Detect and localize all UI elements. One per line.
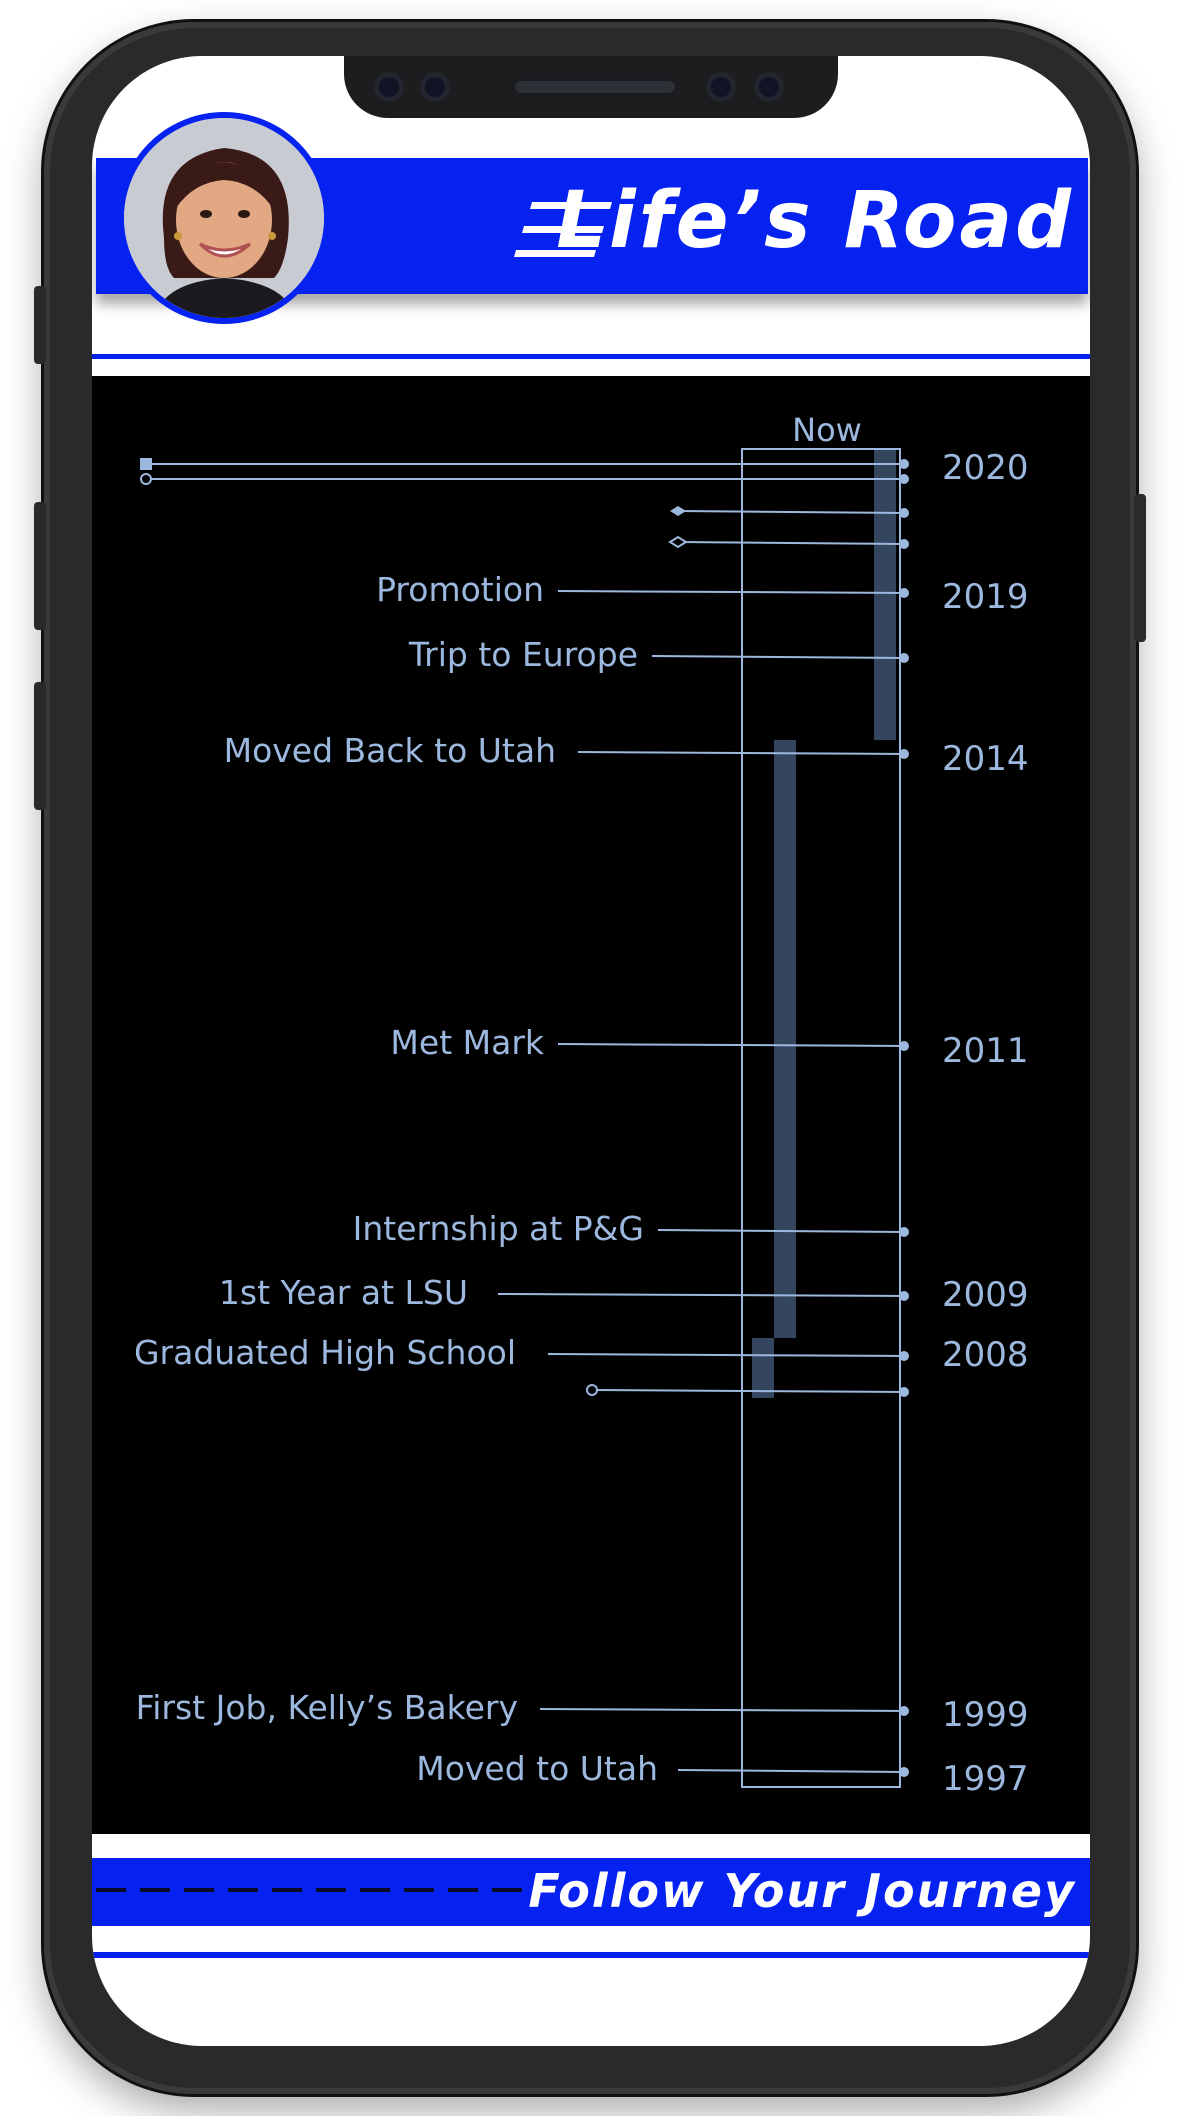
now-label: Now [792,411,862,449]
square-marker-icon [140,458,152,470]
menu-icon[interactable] [514,200,614,262]
event-label: Internship at P&G [353,1209,644,1248]
timeline-chart: Now [134,411,1029,1799]
open-circle-marker-icon [586,1384,598,1396]
phone-side-button [34,286,46,364]
footer-divider [92,1952,1090,1958]
year-label: 1999 [942,1695,1029,1735]
phone-notch [344,56,838,118]
event-dot-icon [899,749,909,759]
event-list: Promotion Trip to Europe Moved Back to Uta… [134,570,909,1788]
timeline-event[interactable]: First Job, Kelly’s Bakery [136,1688,909,1727]
header-divider [92,354,1090,359]
year-label: 2011 [942,1031,1029,1071]
marker-row[interactable] [586,1384,909,1397]
now-period-box [741,448,901,1788]
event-dot-icon [899,1041,909,1051]
timeline-event[interactable]: Met Mark [390,1023,909,1062]
phone-power-button [1134,494,1146,642]
event-dot-icon [899,1291,909,1301]
event-dot-icon [899,1227,909,1237]
year-label: 2019 [942,577,1029,617]
footer-bar: Follow Your Journey [92,1858,1090,1926]
timeline-bar-college [774,740,796,1338]
timeline-event[interactable]: 1st Year at LSU [219,1273,909,1312]
event-label: Met Mark [390,1023,544,1062]
marker-row[interactable] [140,458,909,470]
event-dot-icon [899,588,909,598]
front-camera-icon [706,72,736,102]
timeline-bar-highschool [752,1338,774,1398]
year-label: 2014 [942,739,1029,779]
timeline-event[interactable]: Graduated High School [134,1333,909,1372]
event-label: Promotion [376,570,544,609]
marker-row[interactable] [668,535,909,549]
timeline-event[interactable]: Trip to Europe [408,635,909,674]
timeline-event[interactable]: Moved to Utah [416,1749,909,1788]
year-axis: 2020 2019 2014 2011 2009 2008 1999 1997 [942,448,1029,1799]
camera-icon [374,72,404,102]
dashed-line-decoration [96,1888,526,1892]
proximity-sensor-icon [754,72,784,102]
sensor-icon [420,72,450,102]
year-label: 2008 [942,1335,1029,1375]
filled-diamond-marker-icon [670,506,686,516]
marker-row[interactable] [670,506,909,518]
timeline-event[interactable]: Moved Back to Utah [224,731,909,770]
event-label: Graduated High School [134,1333,516,1372]
profile-avatar[interactable] [118,112,330,324]
event-label: Trip to Europe [408,635,638,674]
timeline-panel: Now [92,376,1090,1834]
timeline-event[interactable]: Internship at P&G [353,1209,909,1248]
marker-row[interactable] [140,473,909,485]
open-diamond-marker-icon [668,535,688,549]
footer-tagline: Follow Your Journey [528,1864,1076,1918]
event-label: 1st Year at LSU [219,1273,468,1312]
event-label: Moved Back to Utah [224,731,556,770]
profile-photo [124,118,324,318]
year-label: 2009 [942,1275,1029,1315]
year-label: 2020 [942,448,1029,488]
event-dot-icon [899,653,909,663]
app-title: Life’s Road [556,176,1074,266]
event-dot-icon [899,1706,909,1716]
speaker-grille [512,78,678,96]
event-label: Moved to Utah [416,1749,658,1788]
timeline-bar-current [874,448,896,740]
timeline-event[interactable]: Promotion [376,570,909,609]
phone-screen: Life’s Road Now [92,56,1090,2046]
year-label: 1997 [942,1759,1029,1799]
open-circle-marker-icon [140,473,152,485]
phone-volume-up-button [34,502,46,630]
phone-volume-down-button [34,682,46,810]
event-dot-icon [899,1351,909,1361]
event-dot-icon [899,1767,909,1777]
event-label: First Job, Kelly’s Bakery [136,1688,518,1727]
